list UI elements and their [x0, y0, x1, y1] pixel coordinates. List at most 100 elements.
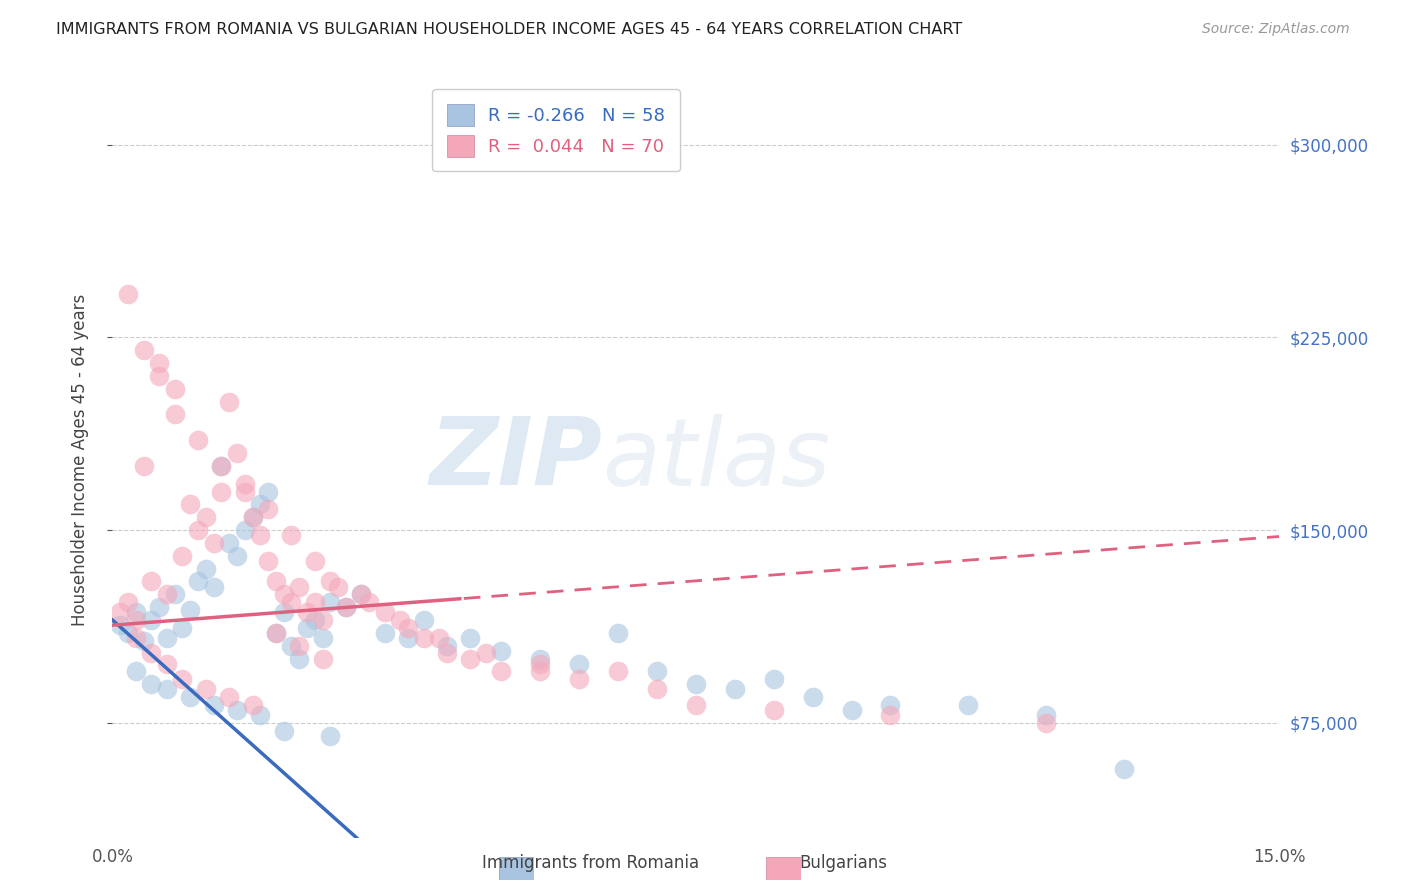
Point	[264, 574, 287, 589]
Point	[568, 672, 591, 686]
Text: Bulgarians: Bulgarians	[800, 855, 887, 872]
Point	[141, 574, 163, 589]
Point	[607, 625, 630, 640]
Point	[242, 698, 264, 712]
Point	[156, 631, 179, 645]
Point	[226, 446, 249, 460]
Point	[460, 631, 482, 645]
Point	[273, 723, 295, 738]
Point	[156, 657, 179, 671]
Point	[141, 677, 163, 691]
Point	[326, 580, 349, 594]
Point	[218, 394, 240, 409]
Point	[187, 523, 209, 537]
Point	[249, 497, 271, 511]
Point	[179, 497, 201, 511]
Point	[148, 368, 170, 383]
Point	[233, 484, 256, 499]
Point	[194, 682, 217, 697]
Point	[264, 625, 287, 640]
Point	[460, 651, 482, 665]
Point	[163, 408, 186, 422]
Point	[218, 690, 240, 705]
Point	[110, 618, 132, 632]
Point	[879, 708, 901, 723]
Point	[249, 708, 271, 723]
Point	[280, 595, 302, 609]
Point	[242, 510, 264, 524]
Point	[194, 561, 217, 575]
Point	[117, 286, 139, 301]
Point	[295, 605, 318, 619]
Point	[273, 605, 295, 619]
Point	[125, 605, 148, 619]
Point	[396, 621, 419, 635]
Point	[125, 665, 148, 679]
Point	[396, 631, 419, 645]
Point	[179, 603, 201, 617]
Point	[187, 574, 209, 589]
Point	[374, 605, 396, 619]
Point	[110, 605, 132, 619]
Point	[335, 600, 357, 615]
Point	[491, 665, 513, 679]
Point	[412, 631, 434, 645]
Point	[218, 536, 240, 550]
Point	[311, 651, 333, 665]
Point	[172, 672, 194, 686]
Point	[475, 647, 498, 661]
Point	[242, 510, 264, 524]
Point	[233, 523, 256, 537]
Point	[319, 595, 342, 609]
Point	[724, 682, 747, 697]
Point	[163, 587, 186, 601]
Point	[359, 595, 381, 609]
Point	[436, 639, 458, 653]
Point	[568, 657, 591, 671]
Point	[319, 574, 342, 589]
Point	[762, 672, 785, 686]
Point	[412, 613, 434, 627]
Point	[257, 484, 280, 499]
Point	[209, 484, 232, 499]
Point	[957, 698, 980, 712]
Point	[335, 600, 357, 615]
Text: Source: ZipAtlas.com: Source: ZipAtlas.com	[1202, 22, 1350, 37]
Point	[209, 458, 232, 473]
Point	[288, 580, 311, 594]
Point	[148, 356, 170, 370]
Point	[607, 665, 630, 679]
Point	[226, 549, 249, 563]
Point	[280, 528, 302, 542]
Point	[202, 580, 225, 594]
Point	[374, 625, 396, 640]
Point	[125, 631, 148, 645]
Point	[491, 644, 513, 658]
Point	[209, 458, 232, 473]
Point	[187, 433, 209, 447]
Point	[141, 647, 163, 661]
Point	[179, 690, 201, 705]
Y-axis label: Householder Income Ages 45 - 64 years: Householder Income Ages 45 - 64 years	[70, 293, 89, 625]
Point	[249, 528, 271, 542]
Point	[685, 698, 707, 712]
Point	[389, 613, 412, 627]
Point	[529, 657, 551, 671]
Point	[202, 536, 225, 550]
Point	[304, 613, 326, 627]
Point	[1035, 715, 1057, 730]
Text: Immigrants from Romania: Immigrants from Romania	[482, 855, 699, 872]
Point	[762, 703, 785, 717]
Point	[529, 665, 551, 679]
Point	[141, 613, 163, 627]
Point	[148, 600, 170, 615]
Point	[233, 476, 256, 491]
Point	[288, 651, 311, 665]
Point	[350, 587, 373, 601]
Point	[156, 587, 179, 601]
Point	[295, 621, 318, 635]
Point	[132, 343, 155, 358]
Point	[257, 554, 280, 568]
Point	[304, 554, 326, 568]
Point	[529, 651, 551, 665]
